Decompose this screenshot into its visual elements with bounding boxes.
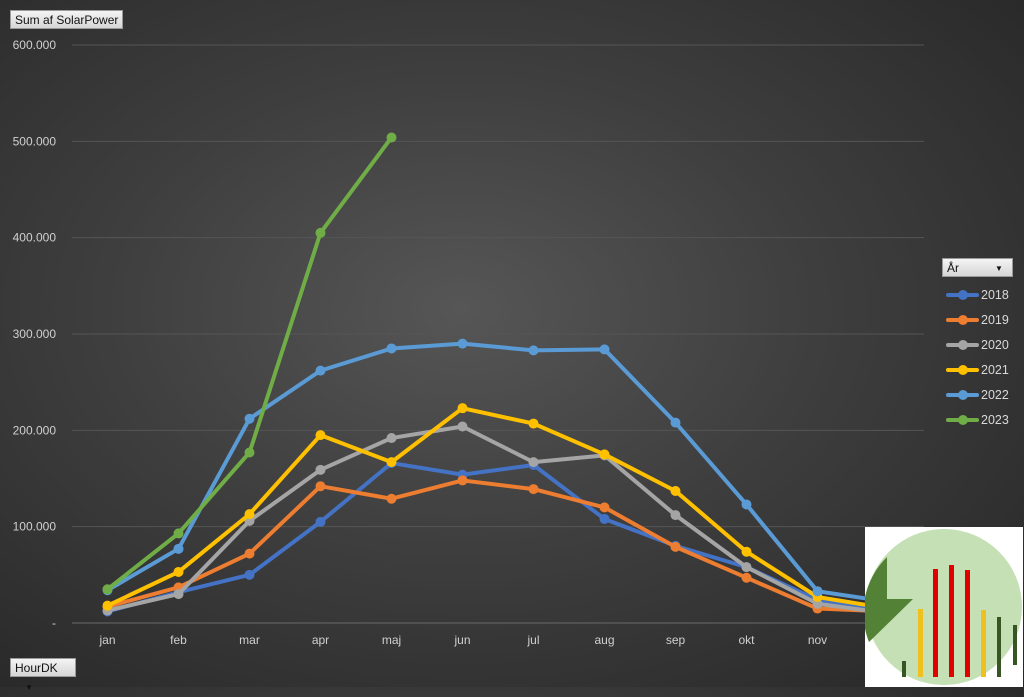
series-line-2022 xyxy=(105,341,891,604)
legend-label: 2020 xyxy=(981,337,1009,352)
x-tick-label: jun xyxy=(453,633,470,647)
data-point-2022 xyxy=(599,344,610,355)
legend-item-2021[interactable]: 2021 xyxy=(942,357,1013,382)
data-point-2022 xyxy=(244,413,255,424)
data-point-2022 xyxy=(386,343,397,354)
data-point-2019 xyxy=(244,548,255,559)
legend-item-2019[interactable]: 2019 xyxy=(942,307,1013,332)
data-point-2020 xyxy=(173,589,184,600)
axis-field-label: HourDK xyxy=(15,661,58,675)
data-point-2019 xyxy=(457,475,468,486)
legend-field-button[interactable]: År ▼ xyxy=(942,258,1013,277)
x-tick-label: mar xyxy=(239,633,260,647)
data-point-2021 xyxy=(173,566,184,577)
data-point-2020 xyxy=(457,421,468,432)
legend-label: 2022 xyxy=(981,387,1009,402)
y-tick-label: 100.000 xyxy=(13,520,57,534)
data-point-2020 xyxy=(741,562,752,573)
x-tick-label: feb xyxy=(170,633,187,647)
series-line-2020 xyxy=(105,424,891,616)
data-point-2021 xyxy=(244,509,255,520)
x-tick-label: jan xyxy=(98,633,115,647)
legend-marker-icon xyxy=(946,289,979,300)
value-field-button[interactable]: Sum af SolarPower xyxy=(10,10,124,29)
legend-marker-icon xyxy=(946,414,979,425)
data-point-2023 xyxy=(173,528,184,539)
data-point-2023 xyxy=(386,132,397,143)
data-point-2022 xyxy=(741,499,752,510)
x-tick-label: sep xyxy=(666,633,686,647)
legend: År ▼ 2018 2019 2020 2021 2022 2023 xyxy=(942,258,1013,432)
data-point-2021 xyxy=(599,449,610,460)
data-point-2023 xyxy=(244,447,255,458)
data-point-2020 xyxy=(386,433,397,444)
legend-marker-icon xyxy=(946,339,979,350)
data-point-2022 xyxy=(670,417,681,428)
data-point-2019 xyxy=(741,572,752,583)
data-point-2021 xyxy=(670,486,681,497)
x-tick-label: okt xyxy=(738,633,755,647)
legend-label: 2023 xyxy=(981,412,1009,427)
data-point-2021 xyxy=(457,403,468,414)
data-point-2022 xyxy=(173,543,184,554)
legend-marker-icon xyxy=(946,389,979,400)
legend-item-2018[interactable]: 2018 xyxy=(942,282,1013,307)
data-point-2021 xyxy=(102,600,113,611)
data-point-2022 xyxy=(812,586,823,597)
dropdown-arrow-icon: ▼ xyxy=(25,683,33,693)
y-tick-label: 500.000 xyxy=(13,134,57,148)
axis-field-button[interactable]: HourDK ▼ xyxy=(10,658,76,692)
data-point-2018 xyxy=(244,569,255,580)
data-point-2020 xyxy=(315,464,326,475)
x-tick-label: nov xyxy=(808,633,827,647)
series-line-2019 xyxy=(105,478,891,614)
data-point-2021 xyxy=(315,430,326,441)
x-tick-label: apr xyxy=(312,633,329,647)
dropdown-arrow-icon: ▼ xyxy=(995,264,1003,274)
legend-item-2020[interactable]: 2020 xyxy=(942,332,1013,357)
data-point-2018 xyxy=(315,516,326,527)
data-point-2023 xyxy=(102,584,113,595)
data-point-2021 xyxy=(741,546,752,557)
data-point-2019 xyxy=(670,541,681,552)
y-tick-label: 400.000 xyxy=(13,231,57,245)
legend-field-label: År xyxy=(947,261,959,275)
legend-marker-icon xyxy=(946,314,979,325)
y-tick-label: 200.000 xyxy=(13,423,57,437)
legend-label: 2021 xyxy=(981,362,1009,377)
data-point-2022 xyxy=(457,338,468,349)
series-line-2021 xyxy=(105,406,891,611)
data-point-2020 xyxy=(670,510,681,521)
data-point-2018 xyxy=(599,513,610,524)
solar-power-logo xyxy=(865,527,1023,687)
x-tick-label: aug xyxy=(594,633,614,647)
x-tick-label: maj xyxy=(382,633,401,647)
data-point-2019 xyxy=(599,502,610,513)
data-point-2023 xyxy=(315,227,326,238)
y-tick-label: 300.000 xyxy=(13,327,57,341)
data-point-2019 xyxy=(386,493,397,504)
legend-marker-icon xyxy=(946,364,979,375)
y-tick-label: - xyxy=(52,616,56,630)
y-tick-label: 600.000 xyxy=(13,38,57,52)
data-point-2019 xyxy=(315,481,326,492)
data-point-2020 xyxy=(528,457,539,468)
data-point-2022 xyxy=(528,345,539,356)
legend-item-2023[interactable]: 2023 xyxy=(942,407,1013,432)
legend-label: 2018 xyxy=(981,287,1009,302)
legend-label: 2019 xyxy=(981,312,1009,327)
legend-item-2022[interactable]: 2022 xyxy=(942,382,1013,407)
x-tick-label: jul xyxy=(526,633,539,647)
data-point-2019 xyxy=(528,484,539,495)
data-point-2021 xyxy=(528,418,539,429)
data-point-2022 xyxy=(315,365,326,376)
data-point-2021 xyxy=(386,457,397,468)
